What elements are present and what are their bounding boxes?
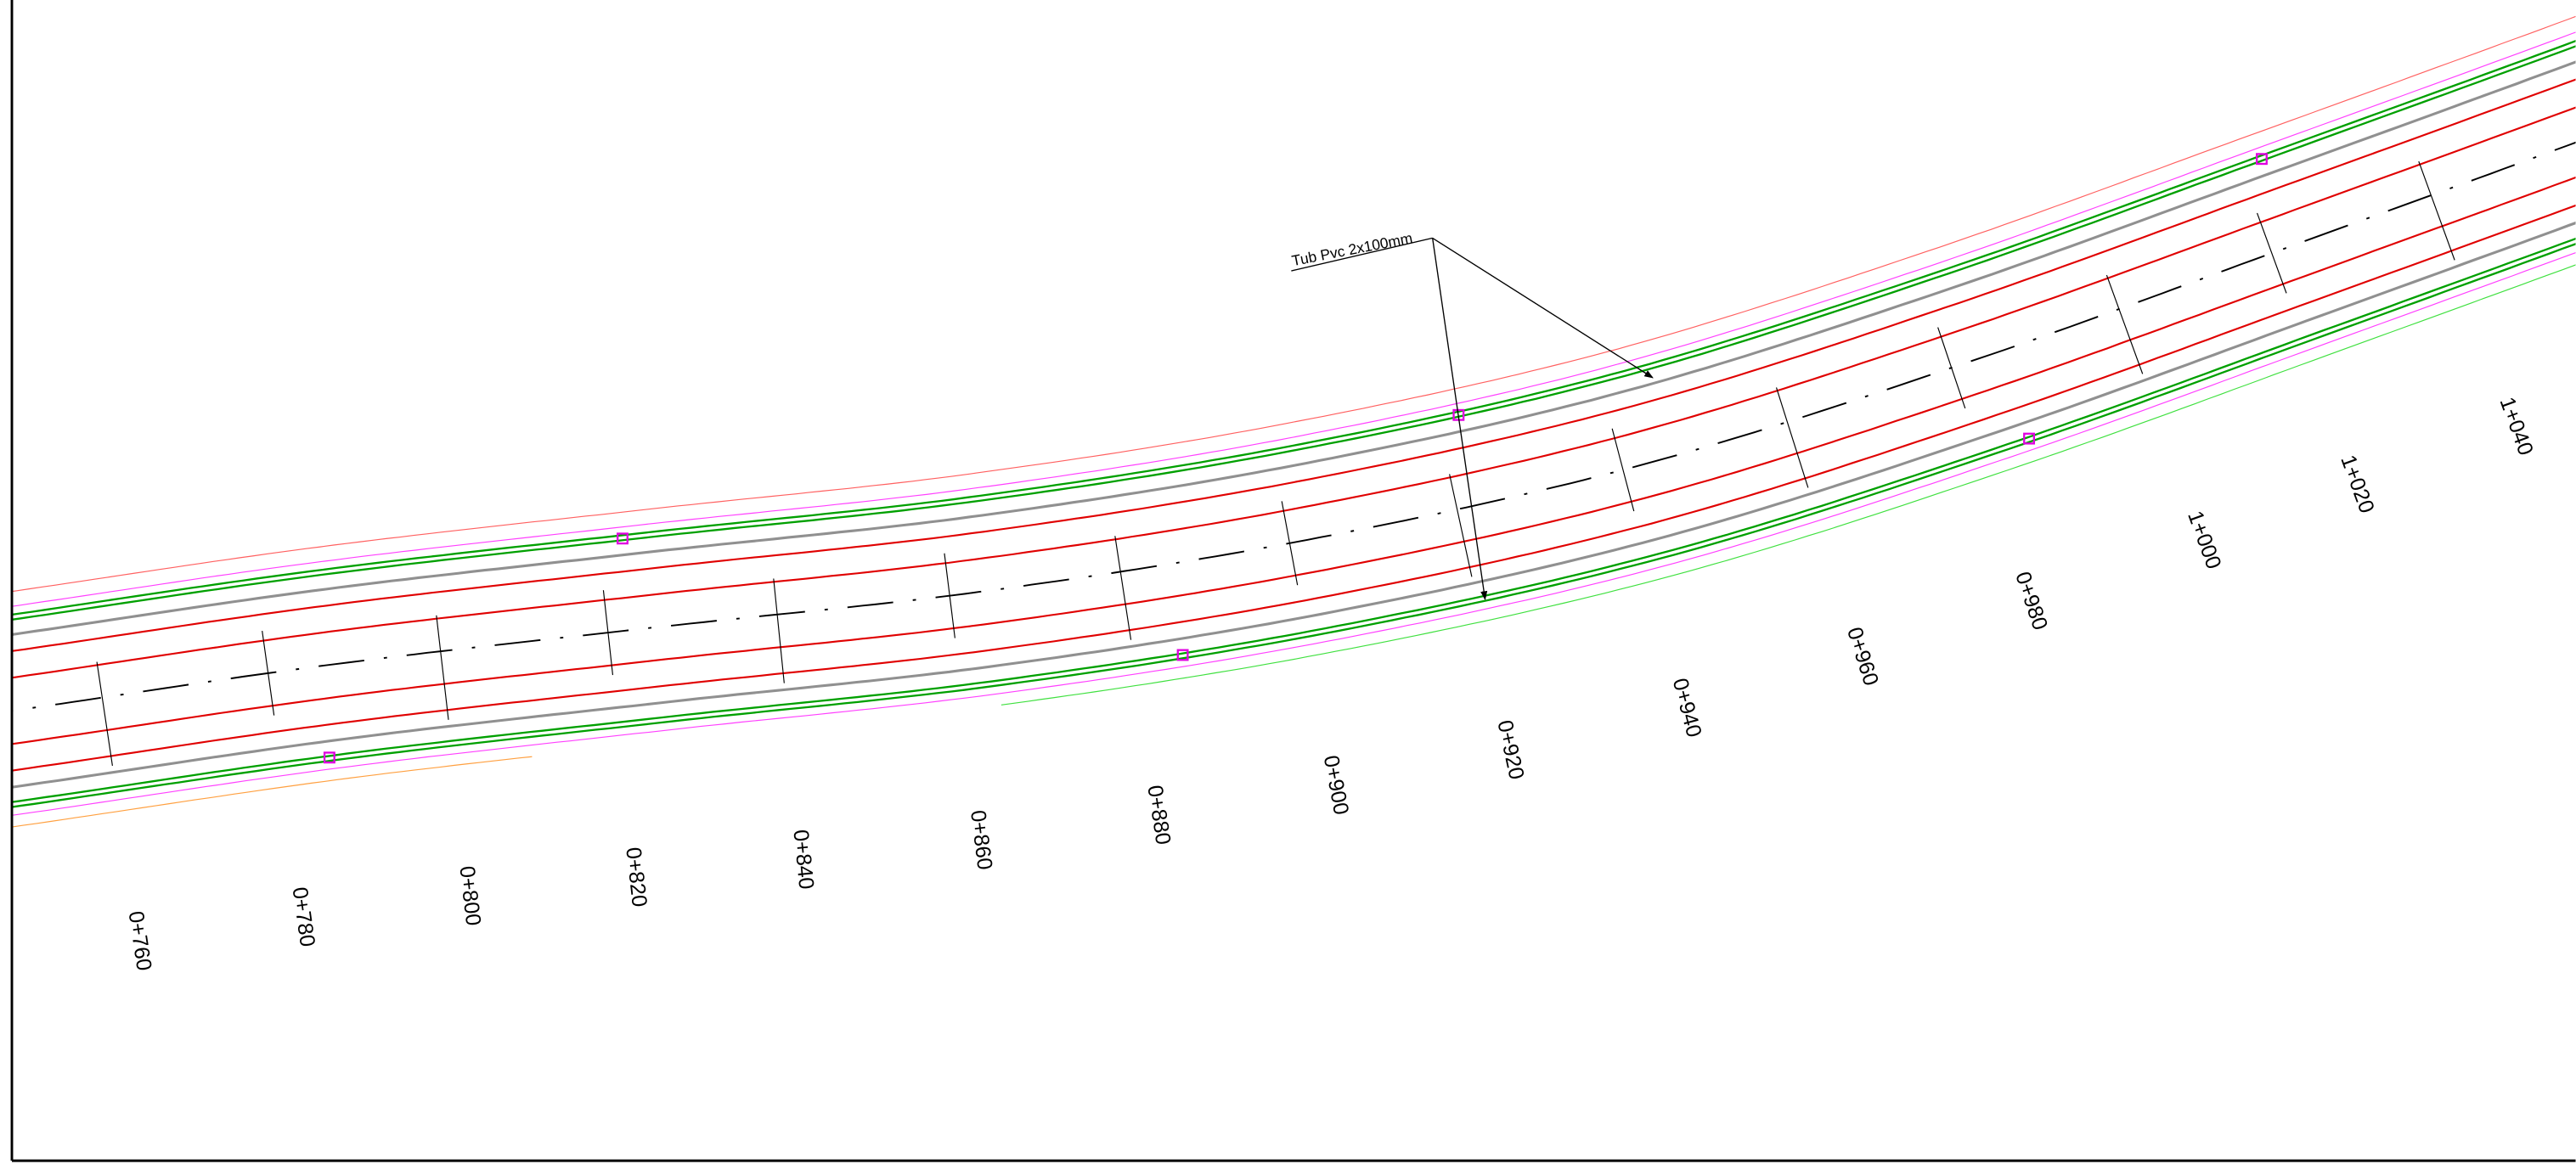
road-line (12, 237, 2576, 803)
road-line (12, 31, 2576, 607)
road-line (12, 243, 2576, 808)
leader-arrow (1431, 238, 1488, 601)
leader-arrow (1432, 237, 1654, 379)
station-label: 0+840 (788, 829, 818, 891)
manhole (323, 751, 335, 764)
station-tick (1114, 536, 1132, 640)
leader-underline (1291, 237, 1433, 272)
station-tick (602, 590, 614, 676)
manhole (2256, 153, 2268, 166)
road-line (12, 40, 2576, 616)
road-line (12, 45, 2576, 621)
manhole (617, 532, 628, 545)
terrain-line (12, 756, 533, 828)
road-line (12, 15, 2576, 593)
manhole (1176, 649, 1189, 661)
road-line (12, 78, 2576, 652)
station-tick (2105, 274, 2144, 374)
station-tick (1937, 327, 1966, 409)
station-tick (773, 578, 785, 683)
road-line (12, 106, 2576, 679)
station-tick (96, 661, 113, 767)
centerline (12, 141, 2576, 712)
manhole (2023, 432, 2036, 445)
road-line (12, 204, 2576, 772)
station-tick (2257, 212, 2287, 294)
station-tick (436, 615, 449, 720)
road-line (12, 252, 2576, 816)
station-tick (1449, 474, 1473, 577)
station-tick (1281, 501, 1299, 586)
station-tick (262, 630, 275, 716)
road-line (12, 60, 2576, 637)
road-line (12, 221, 2576, 789)
station-tick (1611, 428, 1635, 512)
road-plan (12, 15, 2576, 828)
road-line (12, 176, 2576, 745)
station-tick (2418, 160, 2455, 261)
terrain-line (1001, 264, 2576, 706)
station-tick (1775, 387, 1809, 488)
station-tick (944, 553, 955, 638)
